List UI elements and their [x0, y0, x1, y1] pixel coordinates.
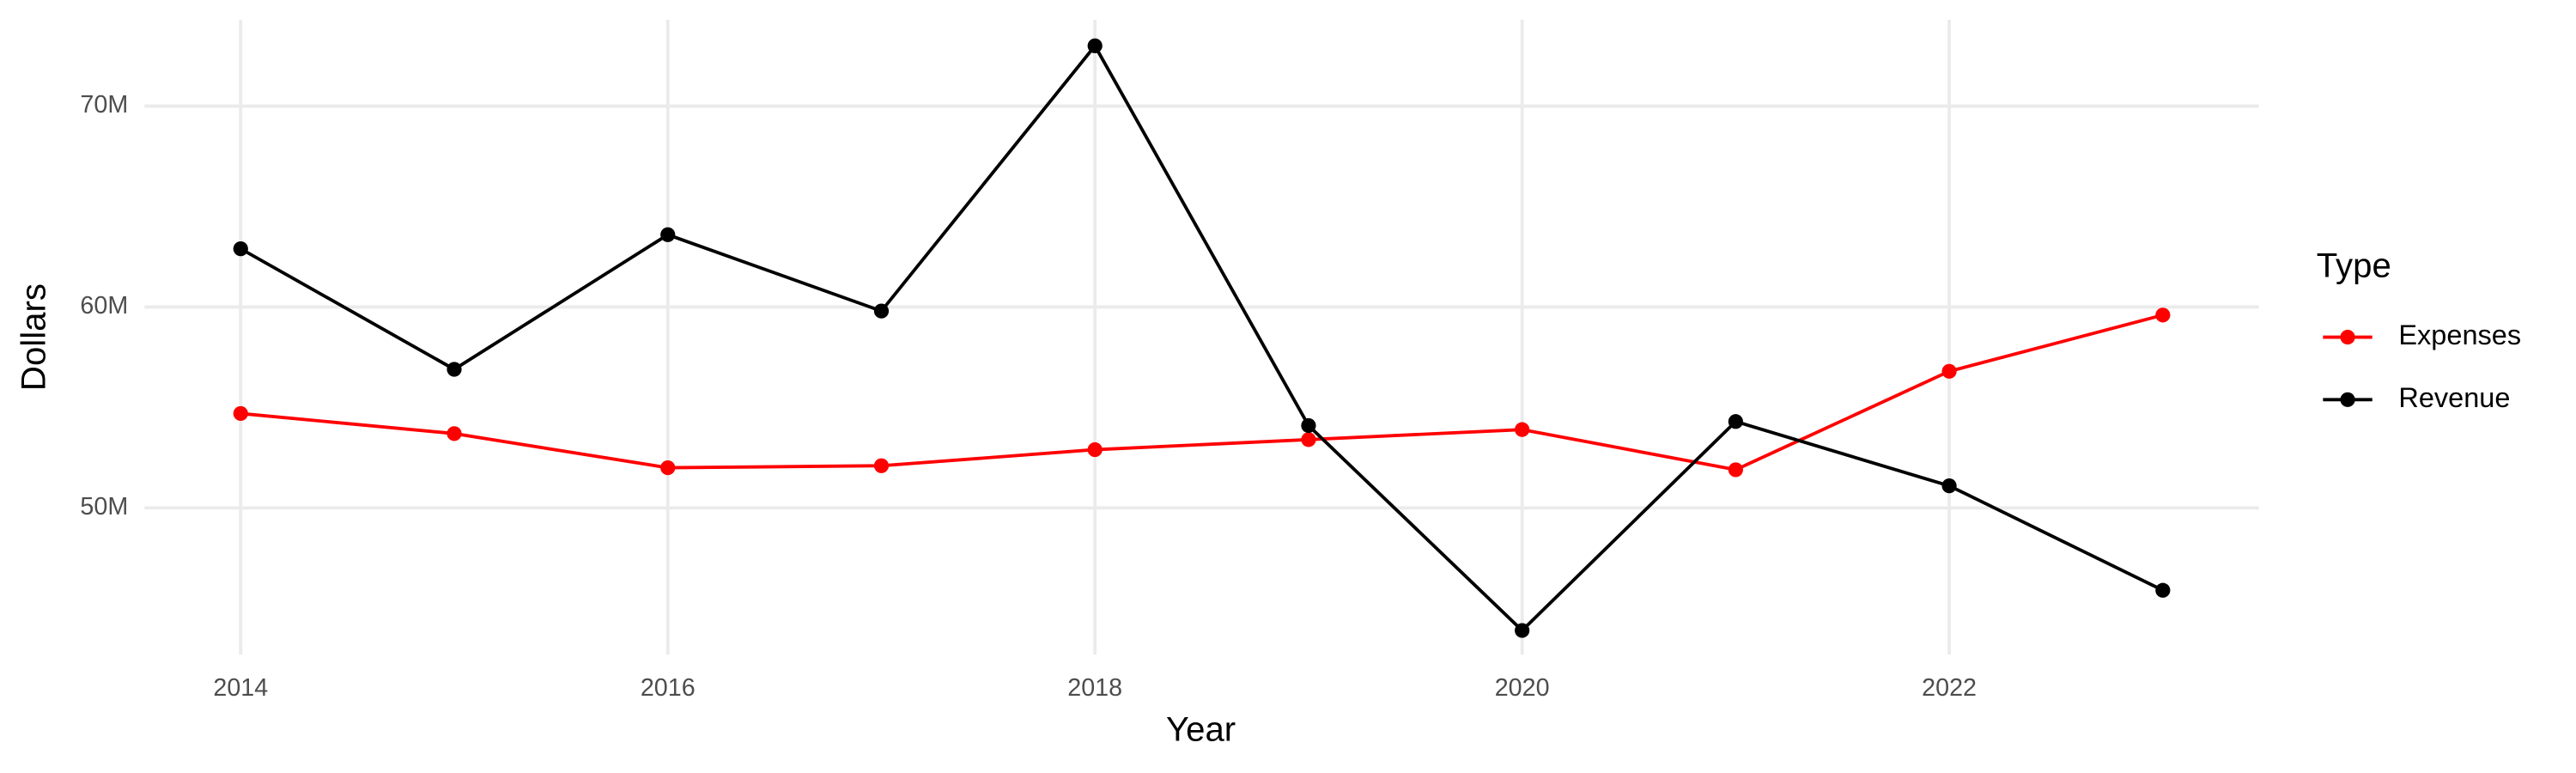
series-line: [240, 42, 2164, 633]
legend-key-point: [2340, 392, 2355, 407]
data-point: [1728, 462, 1743, 478]
legend-label: Expenses: [2398, 320, 2521, 350]
series-line: [240, 313, 2164, 472]
data-point: [233, 405, 248, 422]
data-point: [873, 458, 890, 473]
y-axis-title: Dollars: [15, 283, 53, 391]
y-tick-label: 70M: [80, 91, 128, 119]
data-point: [1087, 441, 1103, 458]
data-point: [660, 460, 676, 476]
data-point: [660, 227, 676, 242]
data-point: [447, 362, 462, 377]
x-tick-label: 2014: [213, 674, 268, 702]
data-point: [1301, 417, 1316, 434]
data-point: [1728, 414, 1743, 429]
data-point: [233, 241, 248, 257]
data-point: [1301, 432, 1316, 447]
data-point: [873, 303, 890, 319]
legend-key-point: [2340, 329, 2355, 345]
data-point: [2155, 307, 2171, 323]
y-tick-label: 50M: [80, 493, 128, 520]
data-point: [1515, 623, 1530, 638]
x-tick-label: 2022: [1922, 674, 1977, 702]
x-tick-label: 2020: [1495, 674, 1550, 702]
data-point: [447, 426, 462, 441]
data-point: [1087, 38, 1103, 54]
legend-title: Type: [2317, 247, 2391, 285]
data-point: [1941, 478, 1957, 494]
data-point: [2155, 582, 2171, 598]
x-tick-label: 2018: [1067, 674, 1122, 702]
y-tick-label: 60M: [80, 292, 128, 320]
data-point: [1515, 422, 1530, 437]
x-axis-title: Year: [1166, 710, 1236, 749]
legend-label: Revenue: [2398, 382, 2510, 413]
x-tick-label: 2016: [641, 674, 696, 702]
data-point: [1941, 363, 1957, 379]
